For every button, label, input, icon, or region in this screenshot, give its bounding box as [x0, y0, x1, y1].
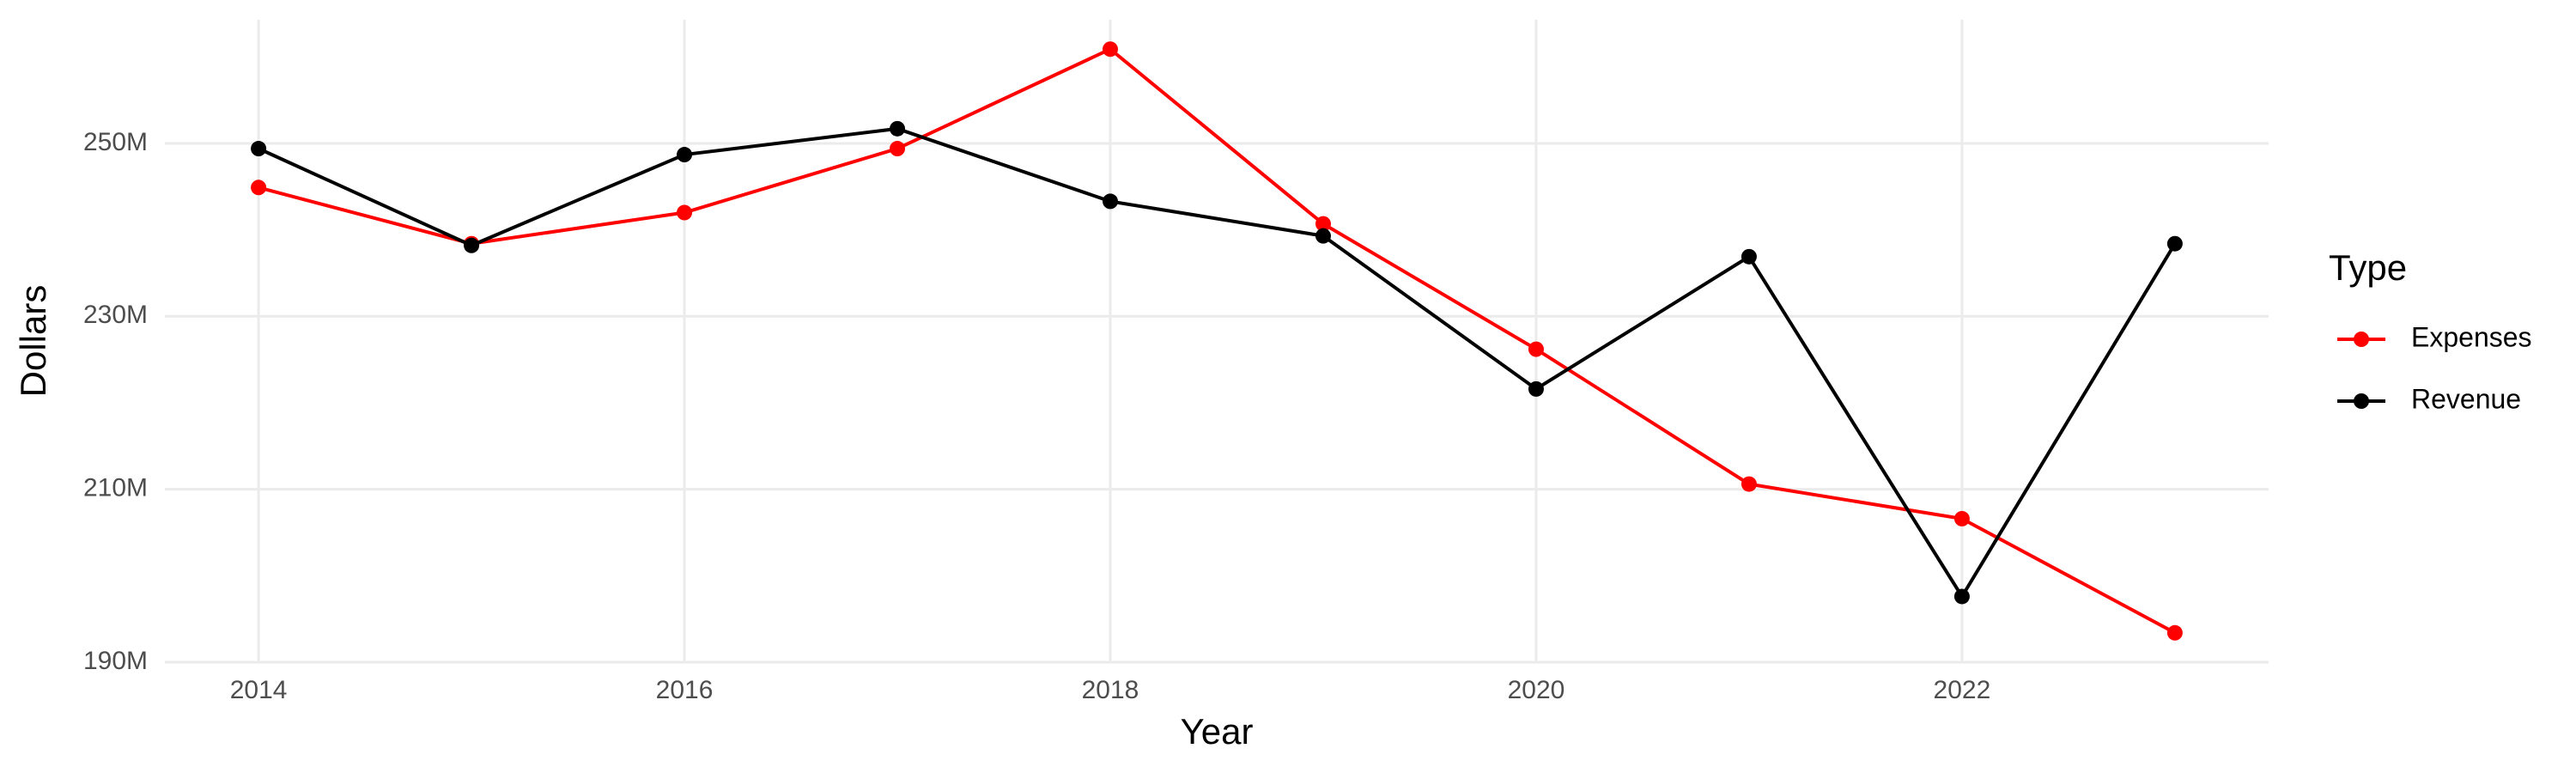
- point: [677, 147, 693, 163]
- point: [1741, 476, 1757, 492]
- legend-marker: [2354, 393, 2369, 409]
- point: [1315, 228, 1331, 244]
- point: [890, 120, 906, 137]
- legend-marker: [2354, 332, 2369, 347]
- point: [2166, 235, 2183, 252]
- y-tick-label: 210M: [83, 474, 148, 502]
- point: [1103, 41, 1119, 58]
- point: [251, 141, 267, 157]
- point: [464, 237, 480, 253]
- x-tick-label: 2014: [230, 676, 288, 704]
- x-tick-label: 2016: [656, 676, 714, 704]
- point: [1953, 510, 1970, 526]
- y-tick-label: 250M: [83, 128, 148, 156]
- legend-label: Expenses: [2411, 321, 2532, 352]
- x-tick-label: 2022: [1934, 676, 1991, 704]
- legend-title: Type: [2329, 247, 2407, 288]
- line: [258, 46, 2176, 635]
- y-tick-label: 190M: [83, 647, 148, 675]
- point: [677, 204, 693, 221]
- y-axis-title: Dollars: [13, 285, 53, 398]
- legend-label: Revenue: [2411, 383, 2521, 414]
- point: [1315, 216, 1331, 232]
- line: [258, 126, 2177, 600]
- point: [1528, 380, 1544, 397]
- x-tick-label: 2020: [1508, 676, 1565, 704]
- point: [2166, 624, 2183, 641]
- point: [1741, 248, 1757, 265]
- y-tick-label: 230M: [83, 301, 148, 329]
- point: [1528, 341, 1544, 357]
- x-axis-title: Year: [1181, 711, 1254, 752]
- point: [1953, 588, 1970, 605]
- point: [251, 180, 267, 196]
- x-tick-label: 2018: [1082, 676, 1139, 704]
- point: [1103, 193, 1119, 210]
- point: [890, 141, 906, 157]
